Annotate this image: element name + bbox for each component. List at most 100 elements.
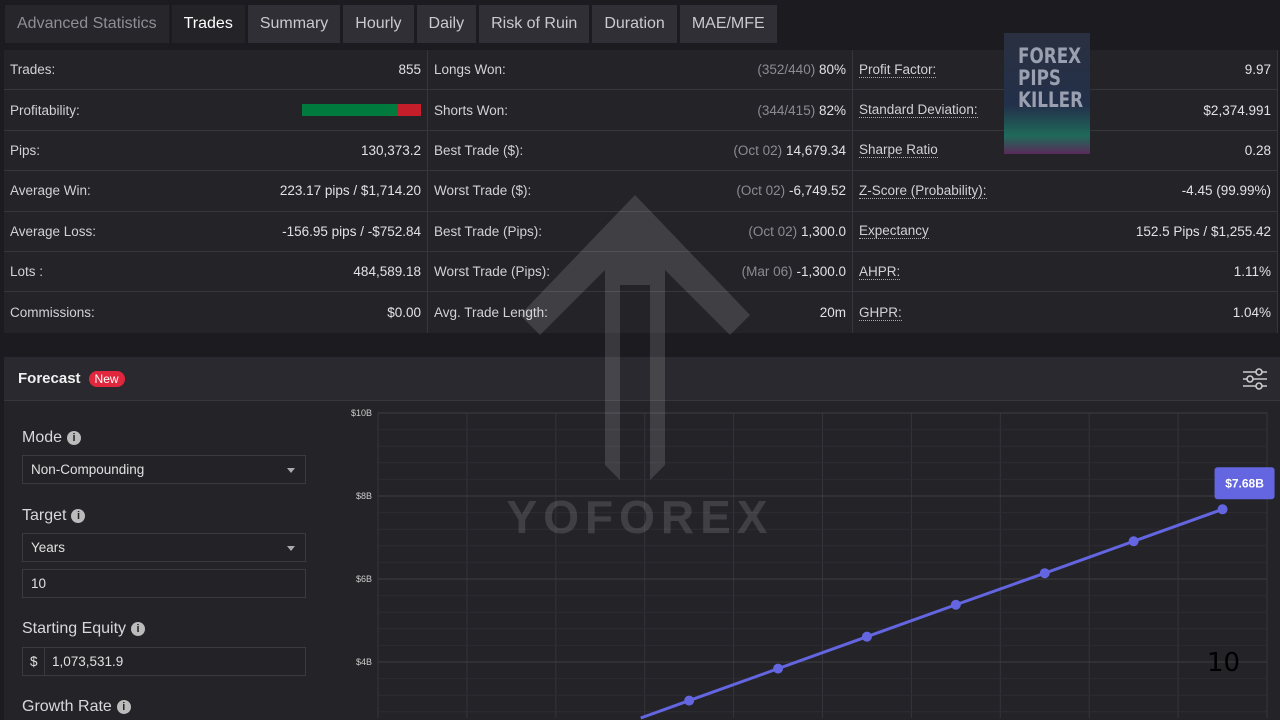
tab-mae-mfe[interactable]: MAE/MFE bbox=[679, 5, 777, 43]
target-value-input[interactable]: 10 bbox=[22, 569, 306, 598]
value-label: $7.68B bbox=[1225, 476, 1264, 490]
stat-value: (Mar 06) -1,300.0 bbox=[742, 264, 846, 279]
currency-prefix: $ bbox=[23, 648, 45, 675]
overlay-number: 10 bbox=[1207, 648, 1241, 678]
stats-row: Worst Trade (Pips): (Mar 06) -1,300.0 bbox=[428, 252, 852, 293]
stat-value: (344/415) 82% bbox=[757, 103, 846, 118]
target-unit-select[interactable]: Years bbox=[22, 533, 306, 562]
stat-value: $2,374.991 bbox=[1203, 103, 1271, 118]
stats-column: Profit Factor: 9.97 Standard Deviation: $2,… bbox=[853, 50, 1278, 333]
stat-label[interactable]: GHPR: bbox=[859, 304, 902, 321]
stat-value-text: 82% bbox=[818, 102, 846, 118]
stat-value-text: 1.04% bbox=[1232, 305, 1271, 321]
stat-value: 1.11% bbox=[1234, 264, 1271, 279]
stat-value-text: -1,300.0 bbox=[796, 264, 846, 280]
sliders-settings-icon[interactable] bbox=[1242, 367, 1268, 391]
stat-label: Worst Trade (Pips): bbox=[434, 264, 551, 280]
data-point[interactable] bbox=[773, 663, 784, 674]
data-point[interactable] bbox=[1039, 568, 1050, 579]
starting-equity-input[interactable]: $1,073,531.9 bbox=[22, 647, 306, 676]
stat-note: (Oct 02) bbox=[733, 142, 783, 158]
stat-label: Pips: bbox=[10, 142, 41, 158]
equity-value: 1,073,531.9 bbox=[52, 654, 124, 669]
data-point[interactable] bbox=[861, 631, 872, 642]
tab-summary[interactable]: Summary bbox=[247, 5, 341, 43]
target-label: Target i bbox=[22, 507, 86, 525]
stat-label[interactable]: AHPR: bbox=[859, 263, 901, 280]
data-point[interactable] bbox=[684, 695, 695, 706]
tab-duration[interactable]: Duration bbox=[592, 5, 677, 43]
stats-row: Longs Won: (352/440) 80% bbox=[428, 50, 852, 91]
tab-bar: Advanced Statistics Trades Summary Hourly Da… bbox=[5, 5, 777, 43]
stat-value: -156.95 pips / -$752.84 bbox=[282, 224, 421, 239]
data-point[interactable] bbox=[1128, 536, 1139, 547]
stat-value-text: 9.97 bbox=[1244, 62, 1271, 78]
stat-value: 484,589.18 bbox=[353, 264, 421, 279]
stat-value-text: $0.00 bbox=[387, 305, 421, 321]
stat-label[interactable]: Z-Score (Probability): bbox=[859, 182, 987, 199]
stat-value-text: 1.11% bbox=[1233, 264, 1271, 280]
data-point[interactable] bbox=[1217, 504, 1228, 515]
info-icon[interactable]: i bbox=[71, 509, 86, 523]
stat-value: 152.5 Pips / $1,255.42 bbox=[1136, 224, 1271, 239]
stats-row: AHPR: 1.11% bbox=[853, 252, 1277, 293]
stat-value: 223.17 pips / $1,714.20 bbox=[280, 183, 421, 198]
stat-value-text: 130,373.2 bbox=[360, 142, 421, 158]
stats-row: GHPR: 1.04% bbox=[853, 292, 1277, 332]
stats-row: Pips: 130,373.2 bbox=[4, 131, 427, 172]
mode-select[interactable]: Non-Compounding bbox=[22, 455, 306, 484]
stats-row: Worst Trade ($): (Oct 02) -6,749.52 bbox=[428, 171, 852, 212]
stat-label: Average Win: bbox=[10, 183, 91, 199]
new-badge: New bbox=[88, 370, 125, 387]
stats-row: Profitability: bbox=[4, 90, 427, 131]
y-tick-label: $10B bbox=[351, 408, 372, 418]
stat-value: (Oct 02) -6,749.52 bbox=[736, 183, 846, 198]
chevron-down-icon bbox=[287, 546, 295, 555]
stat-label[interactable]: Sharpe Ratio bbox=[859, 142, 938, 159]
stats-column: Longs Won: (352/440) 80% Shorts Won: (344/4… bbox=[428, 50, 853, 333]
stat-label: Avg. Trade Length: bbox=[434, 305, 548, 321]
tab-hourly[interactable]: Hourly bbox=[343, 5, 414, 43]
stat-label: Trades: bbox=[10, 62, 56, 78]
stat-label[interactable]: Profit Factor: bbox=[859, 61, 937, 78]
stat-label[interactable]: Standard Deviation: bbox=[859, 102, 978, 119]
stats-row: Avg. Trade Length: 20m bbox=[428, 292, 852, 332]
stat-value-text: -156.95 pips / -$752.84 bbox=[282, 223, 421, 239]
info-icon[interactable]: i bbox=[67, 431, 82, 445]
forecast-panel: Forecast New Mode i Non-Compounding Targe… bbox=[4, 357, 1280, 720]
growth-label-text: Growth Rate bbox=[22, 698, 112, 715]
mode-label-text: Mode bbox=[22, 429, 63, 446]
info-icon[interactable]: i bbox=[131, 622, 146, 636]
stats-row: Z-Score (Probability): -4.45 (99.99%) bbox=[853, 171, 1277, 212]
stat-value-text: 152.5 Pips / $1,255.42 bbox=[1135, 223, 1271, 239]
stat-value: (Oct 02) 14,679.34 bbox=[733, 143, 846, 158]
forecast-chart: $10B $8B $6B $4B $7.68B bbox=[351, 408, 1275, 720]
stat-label[interactable]: Expectancy bbox=[859, 223, 929, 240]
mode-value: Non-Compounding bbox=[31, 462, 145, 477]
stat-value-text: 14,679.34 bbox=[785, 142, 846, 158]
tab-daily[interactable]: Daily bbox=[416, 5, 477, 43]
loss-fill bbox=[398, 104, 421, 117]
value-label-box bbox=[1214, 467, 1275, 500]
stats-row: Commissions: $0.00 bbox=[4, 292, 427, 332]
tab-trades[interactable]: Trades bbox=[171, 5, 245, 43]
forex-pips-killer-logo: FOREX PIPS KILLER bbox=[1004, 33, 1090, 154]
stat-value-text: 20m bbox=[819, 305, 846, 321]
stats-row: Average Win: 223.17 pips / $1,714.20 bbox=[4, 171, 427, 212]
stat-value: $0.00 bbox=[387, 305, 421, 320]
stat-label: Profitability: bbox=[10, 102, 80, 118]
tab-advanced-statistics[interactable]: Advanced Statistics bbox=[5, 5, 169, 43]
stats-row: Best Trade (Pips): (Oct 02) 1,300.0 bbox=[428, 212, 852, 252]
tab-risk-of-ruin[interactable]: Risk of Ruin bbox=[479, 5, 590, 43]
y-tick-label: $6B bbox=[356, 574, 372, 584]
win-fill bbox=[302, 104, 399, 117]
info-icon[interactable]: i bbox=[116, 700, 131, 714]
data-point[interactable] bbox=[950, 599, 961, 610]
stats-row: Lots : 484,589.18 bbox=[4, 252, 427, 293]
target-label-text: Target bbox=[22, 507, 67, 524]
stat-value: 0.28 bbox=[1245, 143, 1271, 158]
starting-equity-label: Starting Equity i bbox=[22, 620, 146, 638]
y-tick-label: $8B bbox=[356, 491, 372, 501]
stat-label: Best Trade ($): bbox=[434, 142, 524, 158]
stat-label: Worst Trade ($): bbox=[434, 183, 532, 199]
